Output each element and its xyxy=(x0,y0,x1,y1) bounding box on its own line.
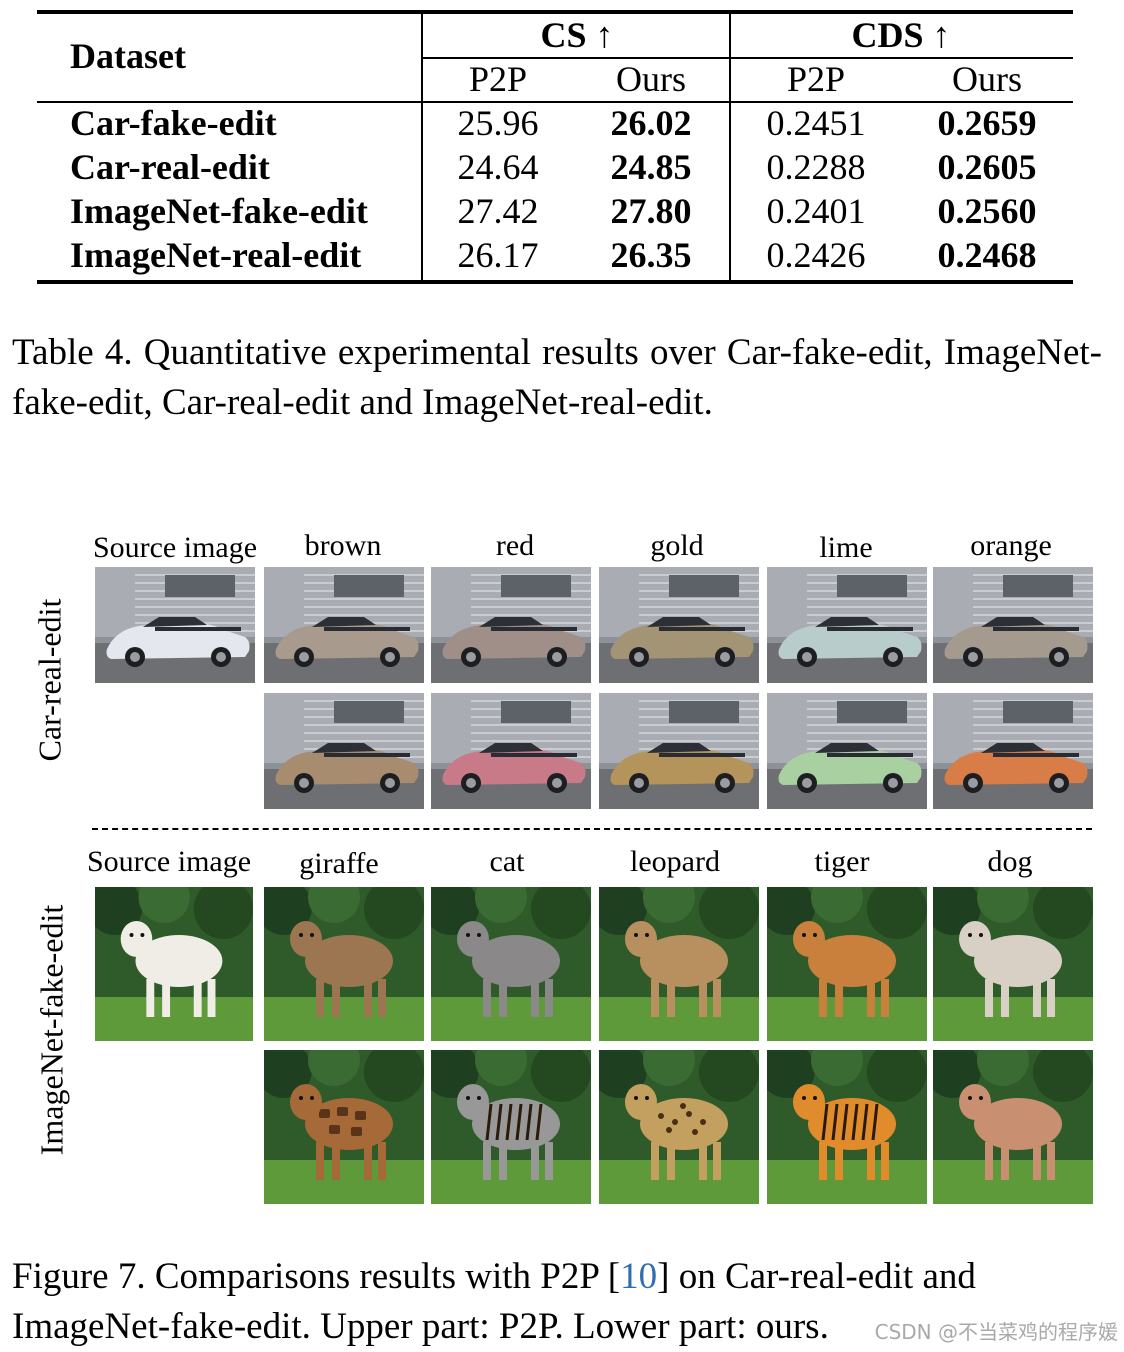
header-cs: CS ↑ xyxy=(540,15,614,55)
table-cell: 27.42 xyxy=(457,191,539,231)
figure-caption-text: Figure 7. Comparisons results with P2P [ xyxy=(12,1256,621,1297)
section-divider xyxy=(92,828,1092,830)
car-column-label: brown xyxy=(304,529,382,562)
animal-ours-result-image xyxy=(264,1050,424,1204)
table-vline-1 xyxy=(421,14,423,280)
table-row-dataset: ImageNet-fake-edit xyxy=(70,191,368,231)
animal-p2p-result-image xyxy=(933,887,1093,1041)
car-column-label: orange xyxy=(970,529,1052,562)
header-cs-ours: Ours xyxy=(616,59,686,99)
header-cs-p2p: P2P xyxy=(468,59,528,99)
figure-caption: Figure 7. Comparisons results with P2P [… xyxy=(12,1252,1102,1352)
car-row-label: Car-real-edit xyxy=(31,598,68,762)
table-row-dataset: Car-fake-edit xyxy=(70,103,277,143)
car-ours-result-image xyxy=(933,693,1093,809)
table-cell-best: 0.2560 xyxy=(937,191,1037,231)
figure-caption-text: ] on Car-real-edit and ImageNet-fake-edi… xyxy=(12,1256,976,1347)
table-cell: 0.2288 xyxy=(766,147,866,187)
table-cell-best: 0.2659 xyxy=(937,103,1037,143)
car-column-label: red xyxy=(495,529,535,562)
car-column-label: lime xyxy=(819,531,873,564)
header-cds-p2p: P2P xyxy=(786,59,846,99)
car-column-label: gold xyxy=(650,529,704,562)
animal-p2p-result-image xyxy=(431,887,591,1041)
cds-group-rule xyxy=(731,57,1073,59)
car-p2p-result-image xyxy=(599,567,759,683)
animal-column-label: cat xyxy=(489,845,525,878)
car-p2p-result-image xyxy=(264,567,424,683)
animal-ours-result-image xyxy=(599,1050,759,1204)
header-cds: CDS ↑ xyxy=(851,15,951,55)
citation-link[interactable]: 10 xyxy=(620,1256,658,1297)
table-cell-best: 24.85 xyxy=(610,147,692,187)
animal-p2p-result-image xyxy=(264,887,424,1041)
animal-column-label: dog xyxy=(987,845,1033,878)
car-ours-result-image xyxy=(431,693,591,809)
car-ours-result-image xyxy=(264,693,424,809)
car-p2p-result-image xyxy=(933,567,1093,683)
car-column-label: Source image xyxy=(92,531,258,564)
animal-p2p-result-image xyxy=(599,887,759,1041)
animal-ours-result-image xyxy=(933,1050,1093,1204)
table-cell-best: 26.35 xyxy=(610,235,692,275)
table-cell: 0.2401 xyxy=(766,191,866,231)
table-vline-2 xyxy=(729,14,731,280)
header-cds-ours: Ours xyxy=(952,59,1022,99)
table-cell: 26.17 xyxy=(457,235,539,275)
animal-column-label: Source image xyxy=(86,845,252,878)
animal-ours-result-image xyxy=(431,1050,591,1204)
table-cell: 0.2451 xyxy=(766,103,866,143)
table-caption: Table 4. Quantitative experimental resul… xyxy=(12,332,1102,423)
animal-column-label: leopard xyxy=(630,845,720,878)
table-bottom-rule xyxy=(37,280,1073,284)
table-top-rule xyxy=(37,10,1073,14)
animal-source-image xyxy=(95,887,253,1041)
table-cell-best: 0.2605 xyxy=(937,147,1037,187)
car-ours-result-image xyxy=(767,693,927,809)
table-cell-best: 26.02 xyxy=(610,103,692,143)
table-cell: 24.64 xyxy=(457,147,539,187)
table-cell-best: 0.2468 xyxy=(937,235,1037,275)
table-row-dataset: Car-real-edit xyxy=(70,147,270,187)
table-cell: 25.96 xyxy=(457,103,539,143)
table-mid-rule xyxy=(37,101,1073,103)
animal-p2p-result-image xyxy=(767,887,927,1041)
animal-ours-result-image xyxy=(767,1050,927,1204)
car-source-image xyxy=(95,567,255,683)
header-dataset: Dataset xyxy=(70,36,186,76)
table-cell: 0.2426 xyxy=(766,235,866,275)
watermark: CSDN @不当菜鸡的程序媛 xyxy=(874,1320,1118,1344)
table-cell-best: 27.80 xyxy=(610,191,692,231)
table-row-dataset: ImageNet-real-edit xyxy=(70,235,362,275)
car-p2p-result-image xyxy=(767,567,927,683)
car-ours-result-image xyxy=(599,693,759,809)
animal-row-label: ImageNet-fake-edit xyxy=(33,904,70,1156)
animal-column-label: giraffe xyxy=(299,847,379,880)
car-p2p-result-image xyxy=(431,567,591,683)
animal-column-label: tiger xyxy=(814,845,870,878)
cs-group-rule xyxy=(423,57,729,59)
